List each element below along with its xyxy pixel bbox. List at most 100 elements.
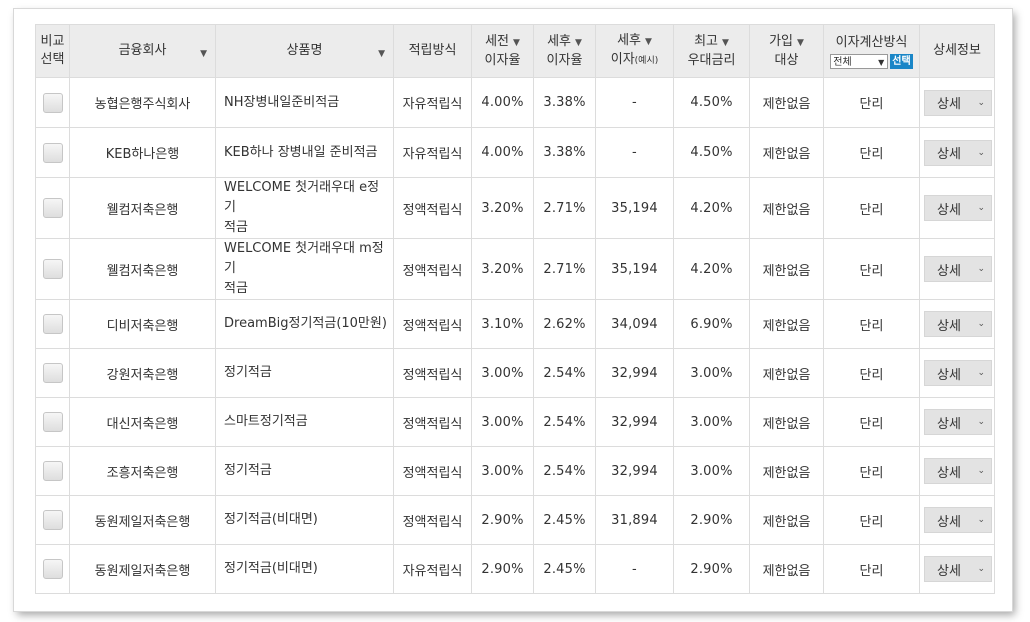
company-cell: KEB하나은행 [69,127,216,178]
chevron-down-icon: ⌄ [977,319,985,329]
compare-checkbox[interactable] [42,259,63,279]
header-product[interactable]: 상품명 ▼ [215,24,394,78]
header-company[interactable]: 금융회사 ▼ [69,24,216,78]
compare-checkbox[interactable] [42,363,63,383]
product-name-cell: DreamBig정기적금(10만원) [215,299,394,349]
sort-arrow-icon[interactable]: ▼ [575,37,582,48]
eligibility-cell: 제한없음 [749,299,824,349]
chevron-down-icon: ⌄ [977,368,985,378]
table-row: 동원제일저축은행 정기적금(비대면) 정액적립식 2.90% 2.45% 31,… [35,495,995,545]
product-name-cell: NH장병내일준비적금 [215,77,394,128]
chevron-down-icon: ⌄ [977,466,985,476]
detail-button[interactable]: 상세 ⌄ [924,311,992,337]
header-eligibility[interactable]: 가입 ▼ 대상 [749,24,824,78]
compare-checkbox[interactable] [42,142,63,163]
calc-method-cell: 단리 [823,299,920,349]
header-max-rate[interactable]: 최고 ▼ 우대금리 [673,24,750,78]
posttax-rate-cell: 2.62% [533,299,596,349]
posttax-interest-cell: 35,194 [595,177,674,239]
compare-cell [35,544,70,594]
product-name-cell: 정기적금 [215,348,394,398]
posttax-rate-cell: 2.71% [533,238,596,300]
header-posttax-interest[interactable]: 세후 ▼ 이자(예시) [595,24,674,78]
calc-method-cell: 단리 [823,348,920,398]
calc-method-cell: 단리 [823,544,920,594]
method-cell: 자유적립식 [393,77,472,128]
max-rate-cell: 4.20% [673,177,750,239]
detail-button[interactable]: 상세 ⌄ [924,195,992,221]
chevron-down-icon: ⌄ [977,97,985,108]
eligibility-cell: 제한없음 [749,397,824,447]
detail-button[interactable]: 상세 ⌄ [924,360,992,386]
header-detail: 상세정보 [919,24,995,78]
posttax-interest-cell: 32,994 [595,397,674,447]
compare-cell [35,348,70,398]
method-cell: 정액적립식 [393,446,472,496]
eligibility-cell: 제한없음 [749,348,824,398]
pretax-rate-cell: 3.00% [471,348,534,398]
compare-checkbox[interactable] [42,412,63,432]
sort-arrow-icon[interactable]: ▼ [645,37,652,47]
max-rate-cell: 4.20% [673,238,750,300]
compare-checkbox[interactable] [42,461,63,481]
compare-checkbox[interactable] [42,510,63,530]
detail-button[interactable]: 상세 ⌄ [924,556,992,582]
product-name-cell: WELCOME 첫거래우대 m정기 적금 [215,238,394,300]
detail-button[interactable]: 상세 ⌄ [924,458,992,484]
table-row: 디비저축은행 DreamBig정기적금(10만원) 정액적립식 3.10% 2.… [35,299,995,349]
detail-button[interactable]: 상세 ⌄ [924,89,992,116]
calc-method-select[interactable]: 전체 ▼ [830,53,889,69]
posttax-rate-cell: 3.38% [533,127,596,178]
calc-method-cell: 단리 [823,77,920,128]
product-name-cell: 스마트정기적금 [215,397,394,447]
sort-arrow-icon[interactable]: ▼ [200,49,207,59]
compare-cell [35,77,70,128]
detail-cell: 상세 ⌄ [919,77,995,128]
posttax-interest-cell: - [595,77,674,128]
posttax-interest-cell: - [595,544,674,594]
compare-cell [35,397,70,447]
pretax-rate-cell: 4.00% [471,127,534,178]
posttax-interest-cell: 31,894 [595,495,674,545]
calc-method-apply-button[interactable]: 선택 [890,53,913,69]
table-row: 대신저축은행 스마트정기적금 정액적립식 3.00% 2.54% 32,994 … [35,397,995,447]
detail-cell: 상세 ⌄ [919,127,995,178]
compare-checkbox[interactable] [42,198,63,218]
compare-checkbox[interactable] [42,314,63,334]
detail-button[interactable]: 상세 ⌄ [924,409,992,435]
max-rate-cell: 4.50% [673,127,750,178]
detail-button[interactable]: 상세 ⌄ [924,256,992,282]
detail-cell: 상세 ⌄ [919,238,995,300]
pretax-rate-cell: 3.00% [471,397,534,447]
max-rate-cell: 3.00% [673,397,750,447]
sort-arrow-icon[interactable]: ▼ [797,37,804,48]
method-cell: 정액적립식 [393,397,472,447]
sort-arrow-icon[interactable]: ▼ [722,37,729,48]
header-posttax-rate[interactable]: 세후 ▼ 이자율 [533,24,596,78]
company-cell: 웰컴저축은행 [69,177,216,239]
screenshot-frame: 비교 선택 금융회사 ▼ 상품명 ▼ 적립방식 세전 ▼ 이자율 세후 ▼ 이자율 [14,9,1012,611]
compare-cell [35,177,70,239]
calc-method-cell: 단리 [823,177,920,239]
compare-checkbox[interactable] [42,92,63,113]
posttax-rate-cell: 2.45% [533,495,596,545]
chevron-down-icon: ⌄ [977,264,985,274]
sort-arrow-icon[interactable]: ▼ [378,49,385,59]
compare-checkbox[interactable] [42,559,63,579]
method-cell: 정액적립식 [393,495,472,545]
sort-arrow-icon[interactable]: ▼ [513,37,520,48]
table-row: 조흥저축은행 정기적금 정액적립식 3.00% 2.54% 32,994 3.0… [35,446,995,496]
detail-button[interactable]: 상세 ⌄ [924,139,992,166]
detail-button[interactable]: 상세 ⌄ [924,507,992,533]
header-calc-method: 이자계산방식 전체 ▼ 선택 [823,24,920,78]
calc-method-cell: 단리 [823,238,920,300]
compare-cell [35,299,70,349]
calc-method-cell: 단리 [823,495,920,545]
company-cell: 조흥저축은행 [69,446,216,496]
header-pretax-rate[interactable]: 세전 ▼ 이자율 [471,24,534,78]
chevron-down-icon: ⌄ [977,147,985,158]
detail-cell: 상세 ⌄ [919,544,995,594]
company-cell: 농협은행주식회사 [69,77,216,128]
product-name-cell: 정기적금(비대면) [215,495,394,545]
posttax-rate-cell: 2.45% [533,544,596,594]
